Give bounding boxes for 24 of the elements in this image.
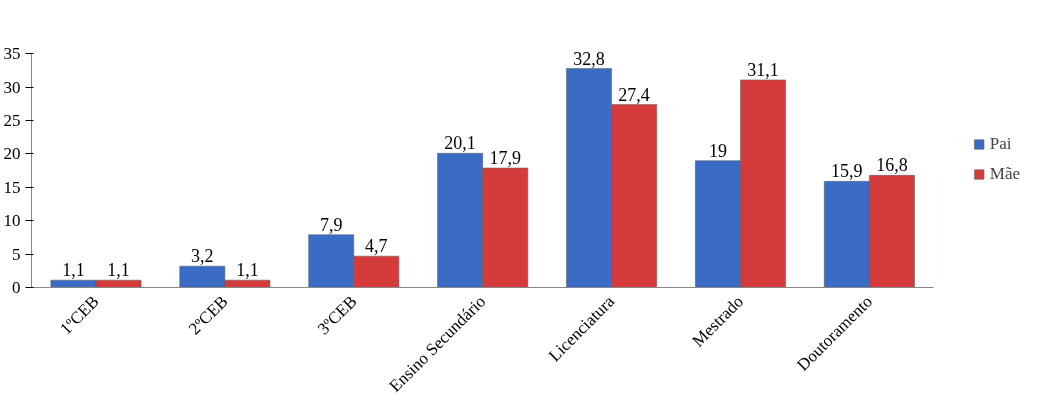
data-label: 15,9 <box>831 161 863 182</box>
data-label: 16,8 <box>876 155 908 176</box>
y-tick-label: 35 <box>3 44 21 64</box>
data-label: 20,1 <box>444 133 476 154</box>
legend-label: Pai <box>989 133 1012 154</box>
data-label: 27,4 <box>618 84 650 105</box>
data-label: 1,1 <box>62 260 85 281</box>
y-tick-label: 5 <box>12 244 21 264</box>
data-label: 31,1 <box>747 59 779 80</box>
data-label: 7,9 <box>319 214 343 235</box>
y-tick-label: 25 <box>3 111 21 131</box>
data-label: 19 <box>708 140 727 161</box>
data-label: 4,7 <box>365 236 388 257</box>
data-label: 1,1 <box>107 260 130 281</box>
y-tick-label: 0 <box>12 278 21 297</box>
data-label: 32,8 <box>573 48 605 69</box>
y-tick-label: 10 <box>3 211 21 231</box>
y-tick-label: 30 <box>3 77 21 97</box>
y-tick-label: 15 <box>3 177 21 197</box>
legend-label: Mãe <box>989 163 1020 184</box>
data-label: 1,1 <box>236 260 259 281</box>
data-label: 17,9 <box>489 148 521 169</box>
data-label: 3,2 <box>191 246 214 267</box>
y-tick-label: 20 <box>3 144 21 164</box>
